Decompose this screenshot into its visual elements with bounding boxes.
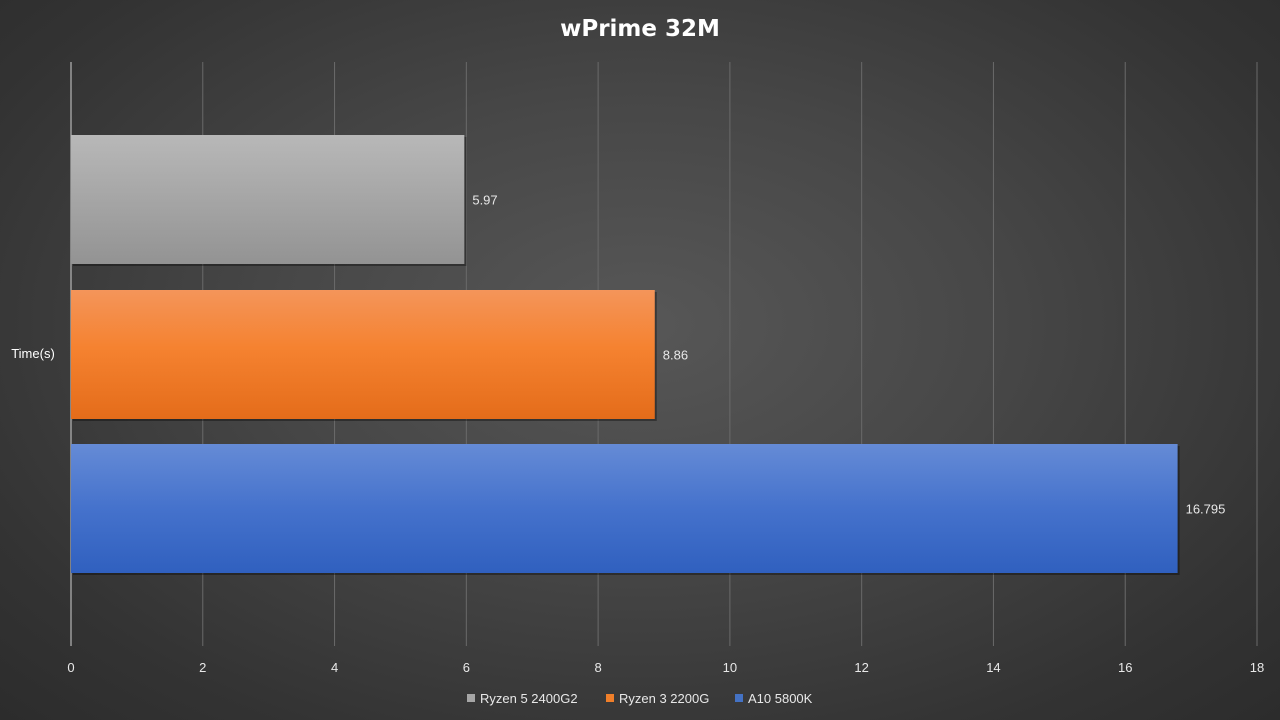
bar <box>71 444 1178 573</box>
x-tick-label: 8 <box>594 660 601 675</box>
data-label: 5.97 <box>472 193 497 208</box>
x-tick-label: 6 <box>463 660 470 675</box>
x-tick-label: 10 <box>723 660 737 675</box>
legend-swatch <box>467 694 475 702</box>
data-label: 8.86 <box>663 348 688 363</box>
legend-swatch <box>606 694 614 702</box>
legend-label: A10 5800K <box>748 691 813 706</box>
x-tick-label: 18 <box>1250 660 1264 675</box>
bar <box>71 290 655 419</box>
bars: 5.97 8.86 16.795 <box>71 135 1225 575</box>
legend-swatch <box>735 694 743 702</box>
x-tick-label: 4 <box>331 660 338 675</box>
legend-label: Ryzen 5 2400G2 <box>480 691 578 706</box>
bar <box>71 135 465 264</box>
chart-title: wPrime 32M <box>560 16 720 42</box>
x-tick-label: 12 <box>854 660 868 675</box>
x-tick-label: 16 <box>1118 660 1132 675</box>
x-tick-label: 14 <box>986 660 1000 675</box>
legend-label: Ryzen 3 2200G <box>619 691 709 706</box>
x-tick-label: 0 <box>67 660 74 675</box>
category-label: Time(s) <box>11 346 55 361</box>
x-tick-labels: 0 2 4 6 8 10 12 14 16 18 <box>67 660 1264 675</box>
data-label: 16.795 <box>1186 502 1226 517</box>
legend: Ryzen 5 2400G2 Ryzen 3 2200G A10 5800K <box>467 691 813 706</box>
x-tick-label: 2 <box>199 660 206 675</box>
